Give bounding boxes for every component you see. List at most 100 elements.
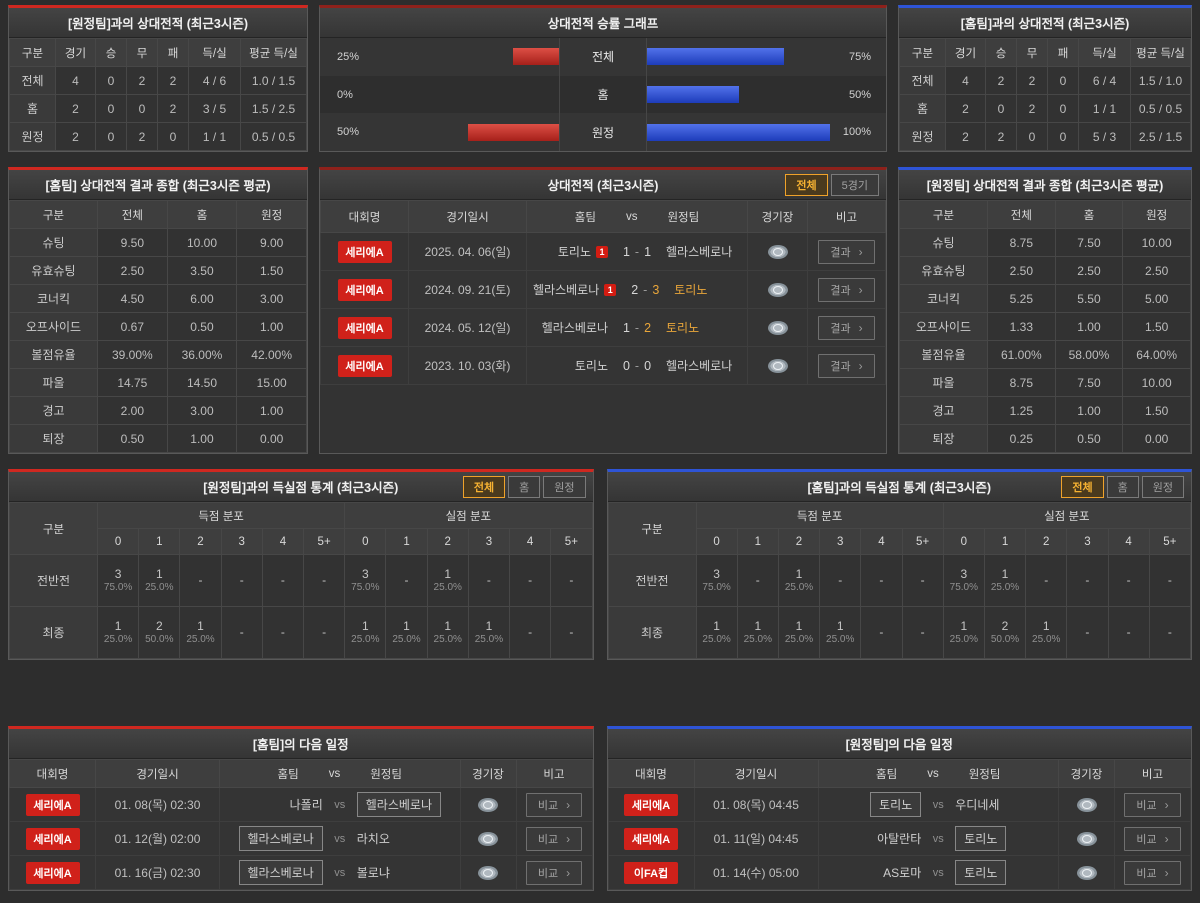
goal-cell: 2 50.0%: [138, 606, 181, 659]
blue-rate-label: 75%: [848, 50, 871, 63]
result-button[interactable]: 결과 ›: [818, 353, 875, 378]
tab-all[interactable]: 전체: [1061, 475, 1104, 498]
tab-all[interactable]: 전체: [785, 173, 828, 196]
stadium-icon[interactable]: [478, 797, 498, 812]
away-score: 1: [644, 244, 652, 259]
panel-winrate-graph: 상대전적 승률 그래프 25% 전체 75% 0% 홈 50% 50: [319, 5, 887, 152]
note-cell: 결과 ›: [807, 346, 886, 385]
cell: 0: [95, 122, 127, 151]
panel-h2h-matches: 상대전적 (최근3시즌) 전체 5경기 대회명 경기일시 홈팀 vs 원정팀 경기장…: [319, 167, 887, 454]
goal-cell: 1 25.0%: [983, 554, 1027, 607]
row-header: 퇴장: [9, 424, 98, 453]
goal-cell: -: [901, 554, 944, 607]
stadium-icon[interactable]: [767, 320, 788, 335]
col-header: 구분: [607, 502, 697, 555]
goal-percent: 25.0%: [103, 634, 133, 645]
table-row: 파울 14.75 14.50 15.00: [9, 368, 307, 397]
cell: 10.00: [1122, 228, 1191, 257]
table-row: 전반전 3 75.0% 1 25.0% - - - - 3 75.0% - 1 25.0…: [9, 554, 593, 607]
result-button[interactable]: 결과 ›: [818, 277, 875, 302]
panel-title: 상대전적 (최근3시즌) 전체 5경기: [320, 170, 886, 200]
stadium-icon[interactable]: [1076, 865, 1097, 880]
cell: 61.00%: [987, 340, 1056, 369]
tab-home[interactable]: 홈: [508, 475, 541, 498]
cell: 4.50: [97, 284, 168, 313]
goal-percent: 25.0%: [784, 634, 814, 645]
tab-all[interactable]: 전체: [462, 475, 506, 498]
score-separator: -: [634, 320, 640, 335]
home-team-name: AS로마: [883, 866, 922, 880]
panel-title-text: [홈팀] 상대전적 결과 종합 (최근3시즌 평균): [45, 179, 271, 193]
cell: 3.00: [236, 284, 307, 313]
goal-percent: 25.0%: [990, 582, 1020, 593]
league-badge: 세리에A: [337, 316, 392, 339]
stadium-icon[interactable]: [478, 831, 498, 846]
tab-away[interactable]: 원정: [543, 475, 586, 498]
winrate-row: 50% 원정 100%: [320, 113, 886, 152]
panel-title: [홈팀]과의 상대전적 (최근3시즌): [899, 8, 1191, 38]
compare-button[interactable]: 비교 ›: [1124, 826, 1181, 851]
goal-cell: 1 25.0%: [777, 554, 821, 607]
cell: 42.00%: [236, 340, 307, 369]
chevron-right-icon: ›: [1164, 797, 1169, 812]
col-header-match: 홈팀 vs 원정팀: [219, 759, 461, 788]
col-header: 구분: [9, 200, 98, 229]
compare-button[interactable]: 비교 ›: [1124, 860, 1181, 885]
compare-button[interactable]: 비교 ›: [525, 860, 583, 885]
league-cell: 세리에A: [9, 821, 96, 856]
goal-count: -: [1044, 573, 1049, 587]
match-date: 01. 16(금) 02:30: [95, 855, 220, 890]
match-row: 세리에A 2024. 09. 21(토) 헬라스베로나 1 2-3 토리노 결과 ›: [320, 270, 886, 309]
tab-5games[interactable]: 5경기: [830, 173, 879, 196]
goal-cell: 1 25.0%: [942, 606, 985, 659]
goal-count: 1: [155, 567, 163, 581]
stadium-icon[interactable]: [478, 865, 498, 880]
goal-count: 2: [1001, 619, 1009, 633]
stadium-icon[interactable]: [767, 358, 788, 373]
home-team-name: 나폴리: [289, 798, 323, 812]
compare-button[interactable]: 비교 ›: [525, 826, 583, 851]
goal-count: -: [1085, 573, 1090, 587]
goal-cell: -: [1107, 554, 1150, 607]
red-card-badge: 1: [596, 245, 608, 258]
goal-count: -: [1085, 625, 1090, 639]
away-team-name: 토리노: [666, 321, 700, 335]
cell: 9.50: [97, 228, 168, 257]
cell: 5.00: [1122, 284, 1191, 313]
cell: 2.5 / 1.5: [1130, 122, 1191, 151]
compare-button[interactable]: 비교 ›: [1124, 792, 1181, 817]
tab-away[interactable]: 원정: [1141, 475, 1184, 498]
goal-count: -: [404, 573, 409, 587]
compare-button[interactable]: 비교 ›: [525, 792, 583, 817]
cell: 8.75: [987, 228, 1056, 257]
goal-percent: 25.0%: [949, 634, 978, 645]
col-header: 경기장: [747, 200, 808, 233]
cell: 1.0 / 1.5: [240, 66, 307, 95]
cell: 0.5 / 0.5: [1130, 94, 1191, 123]
stadium-icon[interactable]: [1076, 831, 1097, 846]
stadium-icon[interactable]: [1076, 797, 1097, 812]
result-button[interactable]: 결과 ›: [818, 239, 875, 264]
match-cell: 헬라스베로나 vs 라치오: [219, 821, 461, 856]
compare-button-label: 비교: [1136, 799, 1157, 812]
note-cell: 비교 ›: [1114, 787, 1191, 822]
cell: 6.00: [166, 284, 238, 313]
cell: 36.00%: [166, 340, 238, 369]
goal-count: -: [920, 573, 925, 587]
panel-title-text: [원정팀]과의 득실점 통계 (최근3시즌): [203, 481, 399, 495]
col-header: 구분: [9, 502, 98, 555]
result-button[interactable]: 결과 ›: [818, 315, 875, 340]
goal-count: -: [569, 573, 574, 587]
match-date: 2023. 10. 03(화): [408, 346, 527, 385]
tab-home[interactable]: 홈: [1106, 475, 1139, 498]
cell: 5 / 3: [1078, 122, 1131, 151]
chevron-right-icon: ›: [566, 797, 571, 812]
blue-rate-label: 50%: [848, 88, 871, 101]
red-bar-track: [376, 76, 559, 114]
cell: 0.50: [1054, 424, 1124, 453]
stadium-icon[interactable]: [767, 282, 788, 297]
cell: 2: [126, 66, 158, 95]
table-row: 코너킥 5.25 5.50 5.00: [899, 284, 1191, 313]
stadium-icon[interactable]: [767, 244, 788, 259]
goal-cell: 3 75.0%: [344, 554, 387, 607]
